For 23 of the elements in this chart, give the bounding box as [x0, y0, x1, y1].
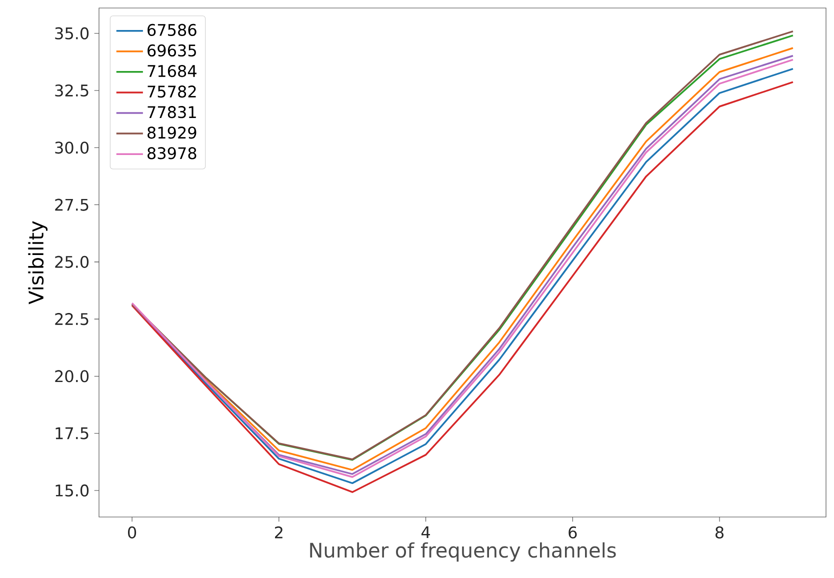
y-tick-label: 15.0	[56, 484, 89, 497]
y-tick-label: 32.5	[55, 84, 88, 97]
legend-label: 75782	[148, 86, 196, 98]
y-tick-label: 25.0	[55, 256, 89, 268]
legend-label: 69635	[148, 44, 196, 57]
x-tick-label: 0	[128, 526, 136, 538]
x-tick-label: 8	[716, 526, 724, 538]
y-tick-label: 27.5	[55, 198, 88, 211]
y-tick-label: 22.5	[55, 313, 88, 326]
y-tick-label: 35.0	[55, 27, 89, 40]
y-tick-label: 30.0	[55, 142, 89, 154]
legend-label: 81929	[148, 126, 196, 139]
x-tick-label: 6	[568, 526, 577, 538]
legend-label: 71684	[148, 64, 196, 78]
x-axis-title: Number of frequency channels	[310, 542, 616, 562]
legend-label: 83978	[148, 147, 196, 160]
y-tick-label: 17.5	[56, 427, 88, 440]
y-axis-title: Visibility	[28, 221, 48, 304]
legend-label: 67586	[148, 24, 196, 36]
legend-label: 77831	[148, 106, 196, 118]
x-tick-label: 2	[274, 526, 282, 538]
x-tick-label: 4	[421, 526, 430, 538]
y-tick-label: 20.0	[55, 370, 89, 382]
